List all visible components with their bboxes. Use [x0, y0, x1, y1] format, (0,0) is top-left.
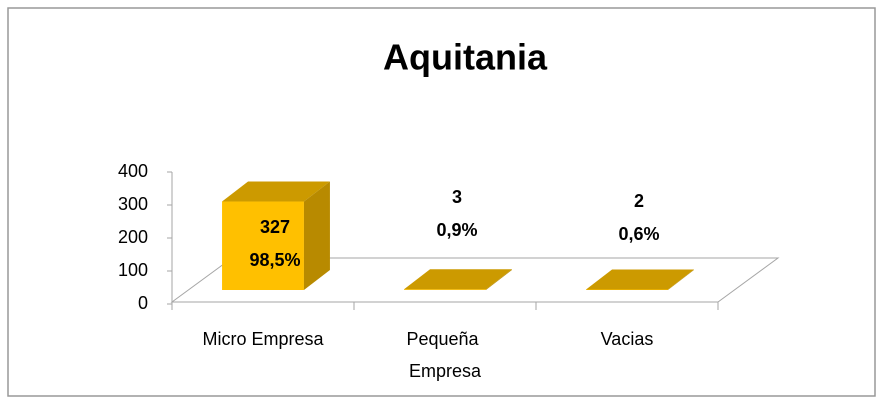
- y-tick-label: 200: [118, 227, 148, 247]
- data-label: 2: [634, 191, 644, 211]
- y-tick-label: 400: [118, 161, 148, 181]
- bar-side: [303, 181, 330, 290]
- bar-top: [404, 269, 512, 290]
- bar: [404, 269, 512, 290]
- bar-top: [222, 181, 330, 202]
- chart-border: [7, 7, 876, 397]
- bar-top: [586, 269, 694, 290]
- bar-front: [586, 289, 668, 290]
- x-tick-label: Vacias: [601, 329, 654, 349]
- bar-front: [222, 201, 304, 290]
- data-label-percent: 0,6%: [618, 224, 659, 244]
- y-tick-label: 0: [138, 293, 148, 313]
- y-tick-label: 300: [118, 194, 148, 214]
- bar: [222, 181, 330, 290]
- y-tick-label: 100: [118, 260, 148, 280]
- bar-side: [667, 269, 694, 290]
- data-label-percent: 98,5%: [249, 250, 300, 270]
- data-label: 327: [260, 217, 290, 237]
- bar-front: [404, 289, 486, 290]
- data-label-percent: 0,9%: [436, 220, 477, 240]
- x-tick-label: Pequeña Empresa: [406, 329, 483, 381]
- bar: [586, 269, 694, 290]
- x-tick-label: Micro Empresa: [202, 329, 324, 349]
- data-label: 3: [452, 187, 462, 207]
- chart-title: Aquitania: [383, 37, 548, 78]
- bar-side: [485, 269, 512, 290]
